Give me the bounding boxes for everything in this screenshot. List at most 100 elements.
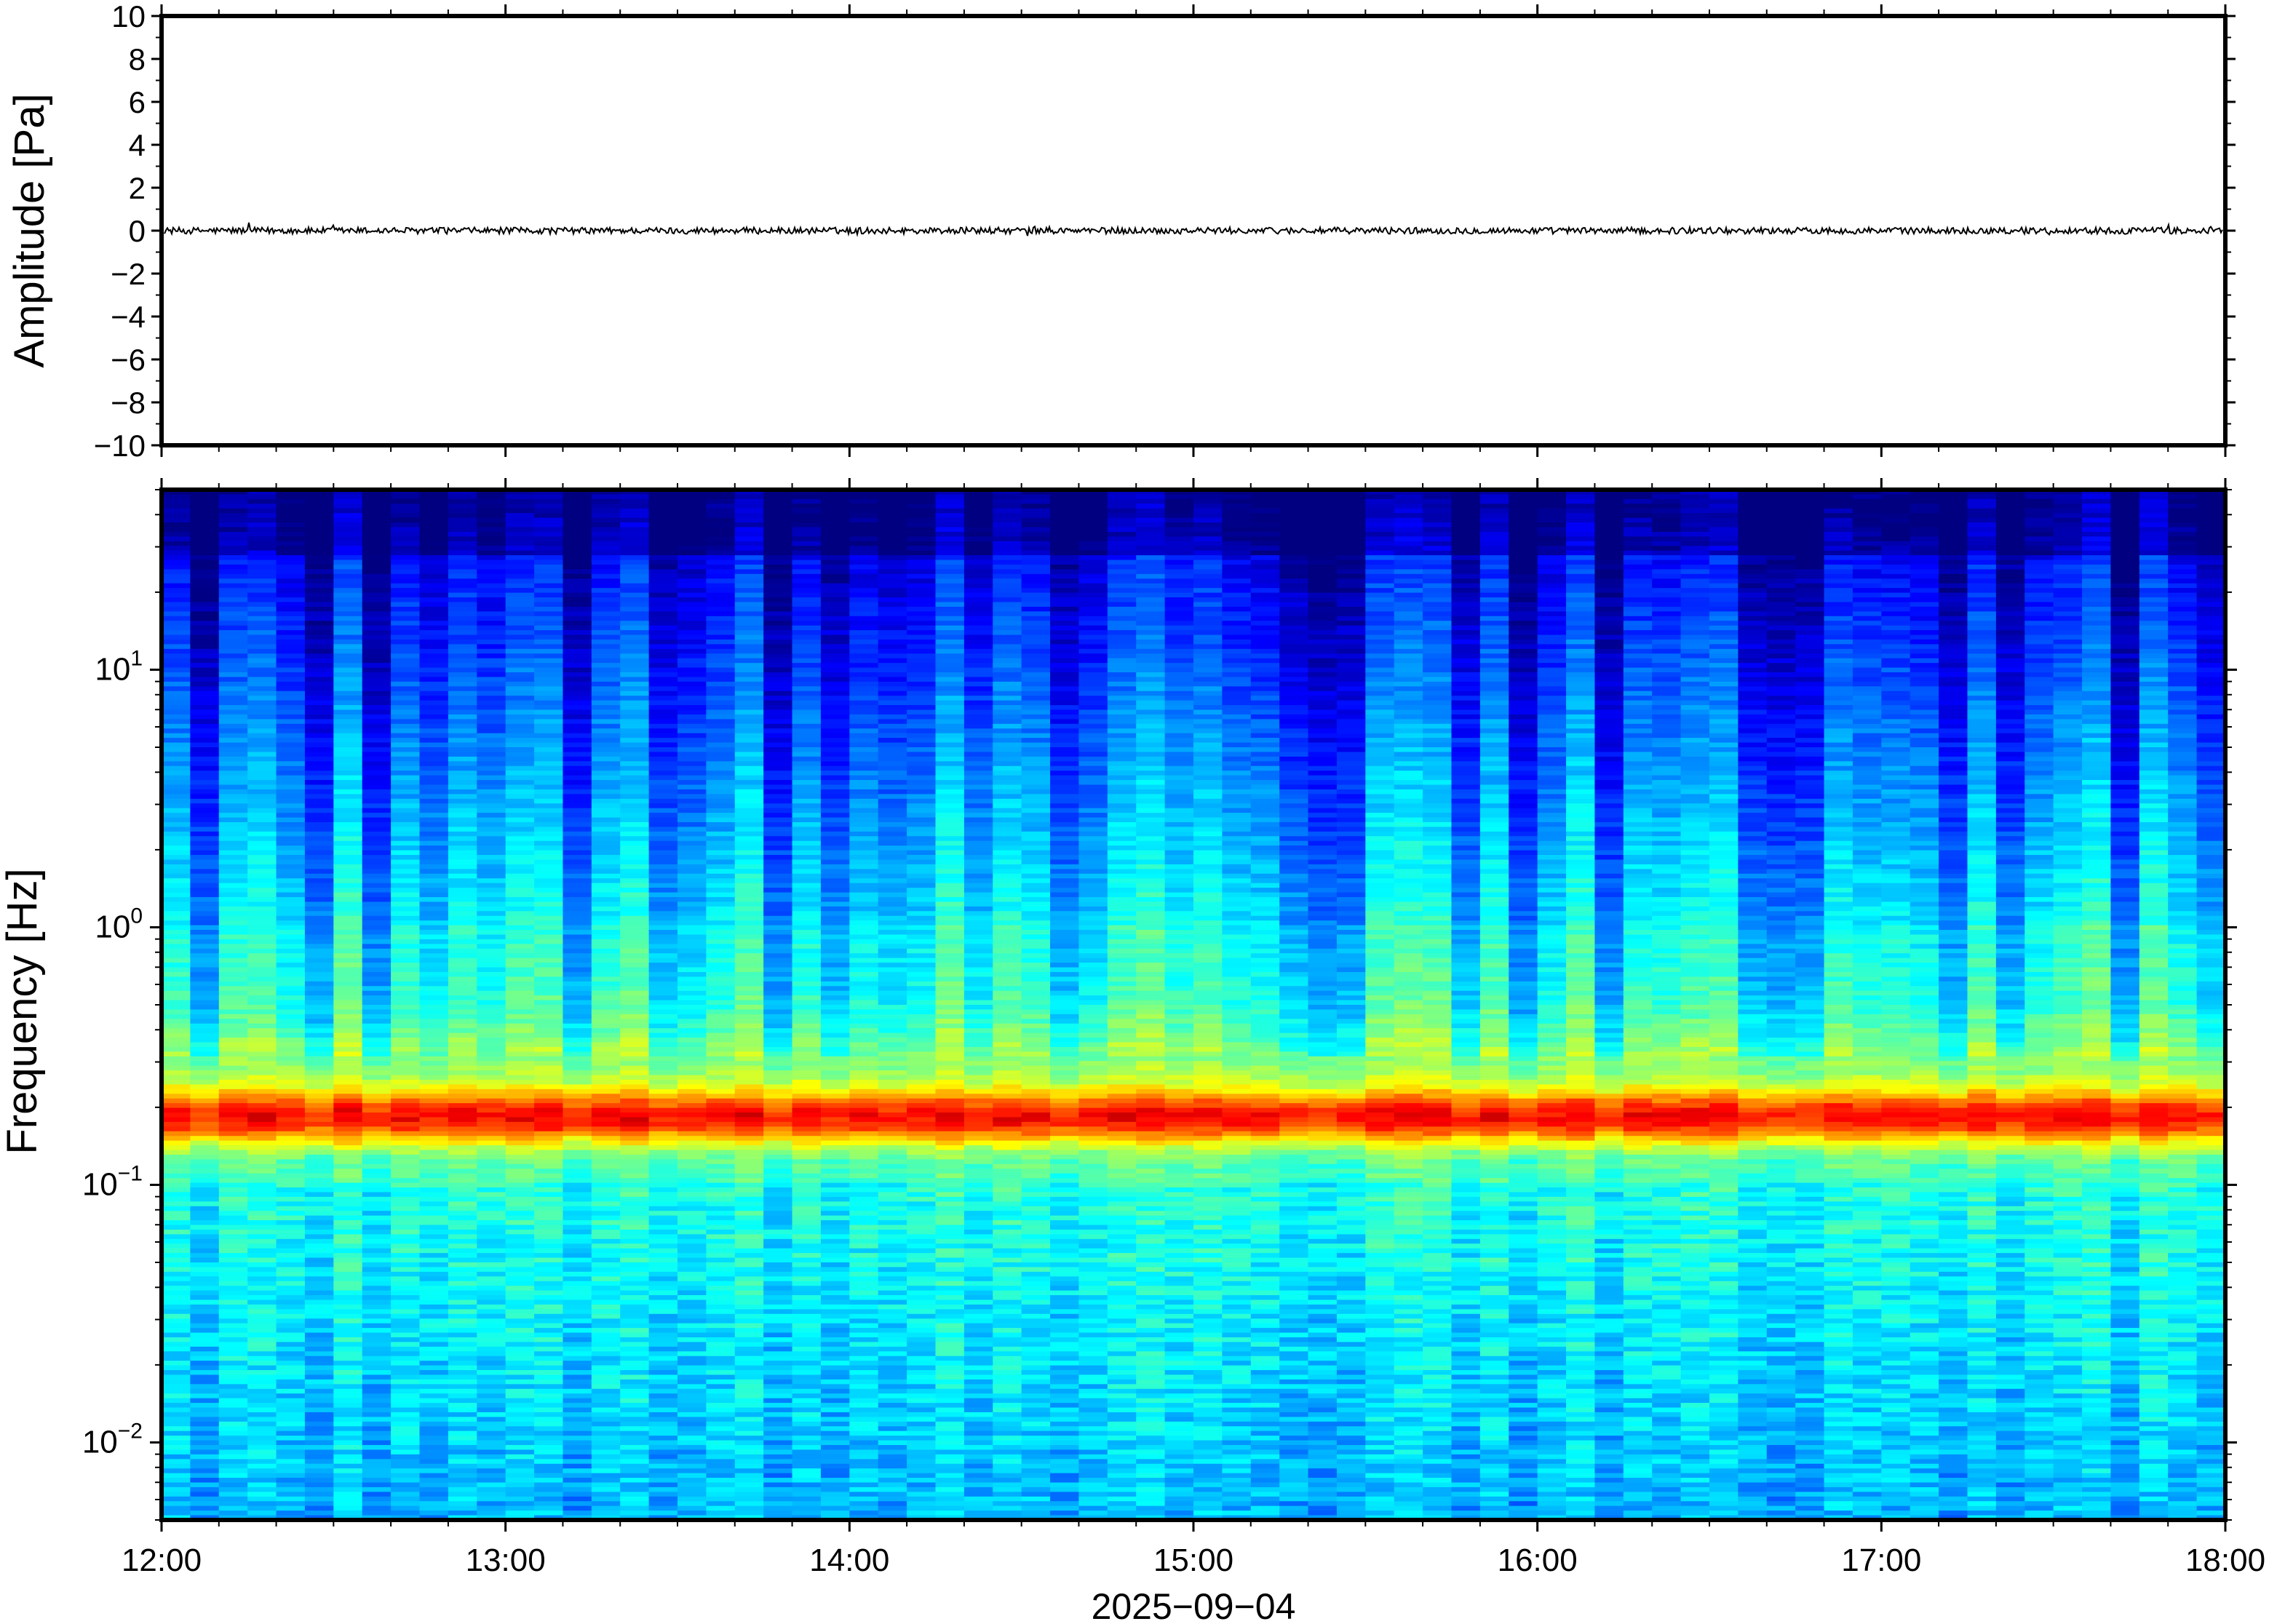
spectrogram-cell [333, 1178, 363, 1184]
spectrogram-cell [218, 625, 248, 631]
spectrogram-cell [763, 630, 793, 636]
spectrogram-cell [190, 677, 220, 682]
spectrogram-cell [276, 1398, 306, 1404]
spectrogram-cell [677, 1159, 707, 1165]
spectrogram-cell [448, 827, 478, 832]
spectrogram-cell [706, 1388, 736, 1395]
spectrogram-cell [677, 963, 707, 968]
spectrogram-cell [304, 606, 335, 613]
spectrogram-cell [591, 798, 621, 805]
spectrogram-cell [247, 508, 277, 514]
spectrogram-cell [505, 1313, 535, 1320]
spectrogram-cell [333, 639, 363, 645]
spectrogram-cell [247, 1229, 277, 1235]
spectrogram-cell [276, 803, 306, 809]
spectrogram-cell [218, 1468, 248, 1474]
spectrogram-cell [419, 1299, 449, 1305]
spectrogram-cell [477, 634, 506, 640]
spectrogram-cell [677, 995, 707, 1001]
spectrogram-cell [448, 1032, 478, 1038]
spectrogram-cell [477, 522, 506, 528]
spectrogram-cell [591, 1370, 621, 1376]
spectrogram-cell [620, 1103, 650, 1109]
spectrogram-cell [304, 836, 335, 842]
spectrogram-cell [563, 752, 592, 757]
spectrogram-cell [763, 1103, 793, 1109]
spectrogram-cell [190, 1182, 220, 1188]
spectrogram-cell [591, 1445, 621, 1451]
spectrogram-cell [734, 527, 764, 533]
spectrogram-cell [448, 690, 478, 696]
spectrogram-cell [362, 1238, 392, 1245]
spectrogram-cell [505, 1019, 535, 1024]
spectrogram-cell [763, 1318, 793, 1324]
spectrogram-cell [419, 1079, 449, 1086]
spectrogram-cell [362, 1196, 392, 1203]
spectrogram-cell [591, 1206, 621, 1211]
spectrogram-cell [276, 930, 306, 936]
spectrogram-cell [648, 1445, 678, 1451]
spectrogram-cell [276, 690, 306, 696]
spectrogram-cell [391, 1253, 421, 1259]
spectrogram-cell [247, 648, 277, 655]
spectrogram-cell [419, 780, 449, 786]
spectrogram-cell [620, 817, 650, 823]
spectrogram-cell [591, 906, 621, 912]
spectrogram-cell [620, 906, 650, 912]
spectrogram-cell [706, 1459, 736, 1465]
spectrogram-cell [362, 813, 392, 819]
spectrogram-cell [391, 1445, 421, 1451]
spectrogram-cell [648, 1234, 678, 1240]
spectrogram-cell [477, 658, 506, 664]
spectrogram-cell [391, 1032, 421, 1038]
spectrogram-cell [247, 742, 277, 748]
spectrogram-cell [505, 1379, 535, 1385]
spectrogram-cell [620, 986, 650, 992]
spectrogram-cell [333, 672, 363, 678]
spectrogram-cell [218, 719, 248, 725]
spectrogram-cell [734, 1257, 764, 1263]
spectrogram-cell [333, 752, 363, 757]
spectrogram-cell [247, 878, 277, 884]
spectrogram-cell [304, 963, 335, 968]
spectrogram-cell [734, 1290, 764, 1296]
spectrogram-cell [477, 742, 506, 748]
spectrogram-cell [391, 564, 421, 570]
spectrogram-cell [620, 546, 650, 552]
spectrogram-cell [505, 869, 535, 875]
spectrogram-cell [391, 1248, 421, 1254]
spectrogram-cell [734, 747, 764, 753]
spectrogram-cell [563, 971, 592, 978]
spectrogram-cell [505, 578, 535, 584]
spectrogram-cell [534, 546, 564, 552]
spectrogram-cell [734, 1332, 764, 1338]
spectrogram-cell [448, 1412, 478, 1418]
spectrogram-cell [362, 700, 392, 706]
spectrogram-cell [563, 925, 592, 931]
spectrogram-cell [477, 1379, 506, 1385]
spectrogram-cell [391, 836, 421, 842]
spectrogram-cell [247, 798, 277, 805]
spectrogram-cell [534, 761, 564, 767]
spectrogram-cell [763, 522, 793, 528]
spectrogram-cell [505, 1337, 535, 1343]
spectrogram-cell [591, 836, 621, 842]
spectrogram-cell [477, 550, 506, 556]
spectrogram-cell [190, 971, 220, 978]
spectrogram-cell [391, 798, 421, 805]
spectrogram-cell [792, 541, 822, 547]
spectrogram-cell [304, 677, 335, 682]
spectrogram-cell [677, 817, 707, 823]
spectrogram-cell [276, 531, 306, 538]
spectrogram-cell [534, 583, 564, 589]
spectrogram-cell [333, 869, 363, 875]
spectrogram-cell [563, 784, 592, 790]
spectrogram-cell [677, 1215, 707, 1221]
spectrogram-cell [677, 892, 707, 898]
spectrogram-cell [391, 1229, 421, 1235]
spectrogram-cell [190, 1403, 220, 1409]
spectrogram-cell [706, 995, 736, 1001]
spectrogram-cell [419, 1009, 449, 1015]
spectrogram-cell [620, 1159, 650, 1165]
spectrogram-cell [247, 948, 277, 954]
